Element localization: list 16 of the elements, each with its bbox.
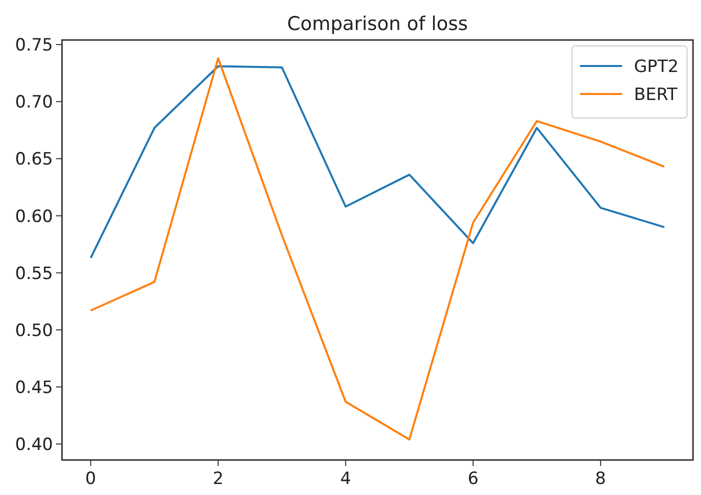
chart-title: Comparison of loss — [287, 13, 468, 35]
legend-label: BERT — [634, 85, 678, 105]
y-tick-label: 0.70 — [15, 92, 53, 113]
x-tick-label: 0 — [85, 469, 96, 489]
y-tick-label: 0.40 — [15, 435, 53, 456]
y-tick-label: 0.60 — [15, 206, 53, 227]
y-tick-label: 0.45 — [15, 378, 53, 398]
legend-label: GPT2 — [634, 57, 679, 77]
x-tick-label: 6 — [468, 469, 479, 489]
y-tick-label: 0.65 — [15, 150, 53, 170]
x-tick-label: 8 — [595, 469, 606, 489]
x-tick-label: 2 — [212, 469, 224, 489]
x-tick-label: 4 — [340, 469, 352, 489]
y-tick-label: 0.50 — [15, 320, 53, 341]
y-tick-label: 0.55 — [15, 264, 53, 284]
y-tick-label: 0.75 — [15, 36, 53, 56]
